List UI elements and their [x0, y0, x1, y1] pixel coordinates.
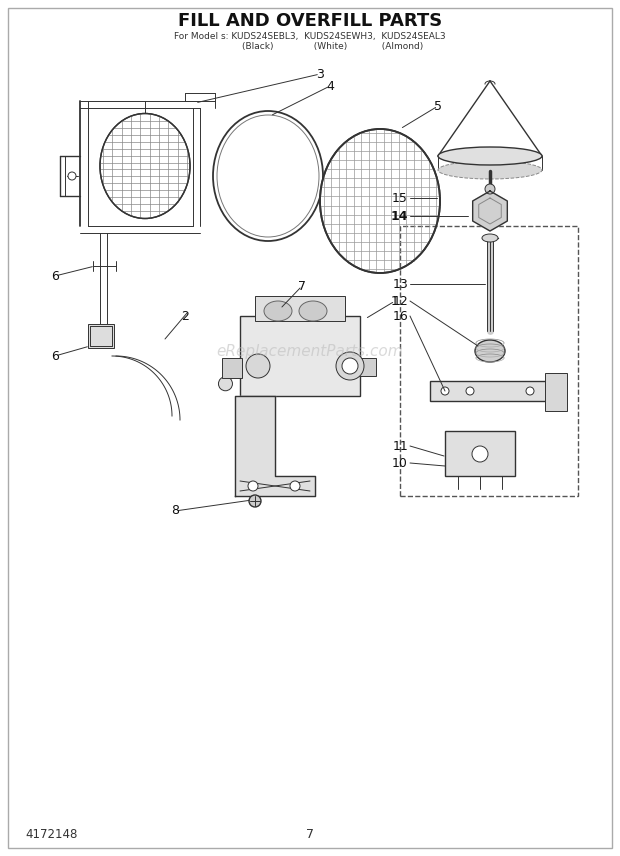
Text: 13: 13 — [392, 277, 408, 290]
Circle shape — [466, 387, 474, 395]
Text: 4172148: 4172148 — [25, 828, 78, 841]
Ellipse shape — [320, 129, 440, 273]
Bar — [430, 381, 550, 401]
Polygon shape — [235, 396, 315, 496]
Text: eReplacementParts.com: eReplacementParts.com — [216, 343, 404, 359]
Ellipse shape — [475, 340, 505, 362]
Polygon shape — [472, 191, 507, 231]
Ellipse shape — [264, 301, 292, 321]
Text: 11: 11 — [392, 439, 408, 453]
Circle shape — [441, 387, 449, 395]
Text: 7: 7 — [306, 828, 314, 841]
Circle shape — [342, 358, 358, 374]
Circle shape — [472, 446, 488, 462]
Circle shape — [68, 172, 76, 180]
Text: 6: 6 — [51, 349, 59, 362]
Text: 6: 6 — [51, 270, 59, 282]
Bar — [445, 431, 515, 476]
Text: (Black)              (White)            (Almond): (Black) (White) (Almond) — [197, 41, 423, 51]
Ellipse shape — [213, 111, 323, 241]
Bar — [255, 296, 345, 321]
Text: 4: 4 — [326, 80, 334, 92]
Text: FILL AND OVERFILL PARTS: FILL AND OVERFILL PARTS — [178, 12, 442, 30]
Bar — [358, 358, 376, 376]
Circle shape — [290, 481, 300, 491]
Circle shape — [218, 377, 232, 390]
Ellipse shape — [217, 115, 319, 237]
Circle shape — [246, 354, 270, 378]
Text: 1: 1 — [391, 294, 399, 307]
Text: 16: 16 — [392, 310, 408, 323]
Ellipse shape — [438, 161, 542, 179]
Text: 14: 14 — [391, 210, 408, 223]
Bar — [88, 324, 114, 348]
Text: 15: 15 — [392, 192, 408, 205]
Circle shape — [249, 495, 261, 507]
Text: 12: 12 — [392, 294, 408, 307]
Circle shape — [336, 352, 364, 380]
Text: 3: 3 — [316, 68, 324, 80]
Ellipse shape — [482, 234, 498, 242]
Text: For Model s: KUDS24SEBL3,  KUDS24SEWH3,  KUDS24SEAL3: For Model s: KUDS24SEBL3, KUDS24SEWH3, K… — [174, 32, 446, 40]
Text: 5: 5 — [434, 99, 442, 112]
Circle shape — [526, 387, 534, 395]
Text: 10: 10 — [392, 456, 408, 469]
Circle shape — [485, 184, 495, 194]
Text: 2: 2 — [181, 310, 189, 323]
Bar — [400, 226, 578, 496]
Bar — [545, 373, 567, 411]
Bar — [240, 316, 360, 396]
Bar — [222, 358, 242, 378]
Circle shape — [248, 481, 258, 491]
Text: 8: 8 — [171, 504, 179, 518]
Ellipse shape — [299, 301, 327, 321]
Text: 7: 7 — [298, 280, 306, 293]
Ellipse shape — [100, 114, 190, 218]
Ellipse shape — [438, 147, 542, 165]
